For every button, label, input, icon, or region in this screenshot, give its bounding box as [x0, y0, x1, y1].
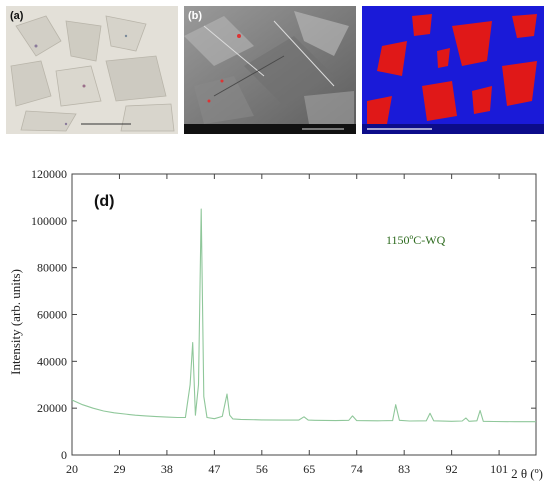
x-tick-label: 47 — [208, 462, 220, 476]
y-tick-label: 120000 — [31, 167, 67, 181]
xrd-chart: 0 20000 40000 60000 80000 100000 120000 20 29 38… — [8, 167, 543, 481]
panel-d-label: (d) — [94, 193, 114, 210]
x-axis-title: 2 θ (º) — [511, 466, 543, 481]
y-tick-label: 60000 — [37, 308, 67, 322]
plot-frame — [71, 173, 537, 456]
y-tick-label: 0 — [61, 448, 67, 462]
phase-map-image — [362, 6, 544, 134]
x-tick-label: 65 — [303, 462, 315, 476]
series-layer — [71, 208, 536, 423]
micrograph-panel-b: (b) — [184, 6, 356, 134]
xrd-series-line — [71, 208, 536, 423]
x-tick-label: 56 — [256, 462, 268, 476]
x-tick-label: 38 — [161, 462, 173, 476]
condition-annotation: 1150ºC-WQ — [386, 233, 446, 247]
y-axis-title: Intensity (arb. units) — [8, 269, 23, 375]
y-axis-ticks: 0 20000 40000 60000 80000 100000 120000 — [31, 167, 536, 462]
plot-border — [71, 173, 537, 456]
micrograph-b-image — [184, 6, 356, 134]
x-tick-label: 20 — [66, 462, 78, 476]
micrograph-panel-a: (a) — [6, 6, 178, 134]
y-tick-label: 40000 — [37, 354, 67, 368]
y-tick-label: 80000 — [37, 261, 67, 275]
micrograph-a-image — [6, 6, 178, 134]
y-tick-label: 20000 — [37, 401, 67, 415]
x-tick-label: 92 — [446, 462, 458, 476]
y-tick-label: 100000 — [31, 214, 67, 228]
panel-a-label: (a) — [10, 10, 24, 22]
x-tick-label: 74 — [351, 462, 363, 476]
x-tick-label: 83 — [398, 462, 410, 476]
panel-b-label: (b) — [188, 10, 203, 22]
x-axis-ticks: 20 29 38 47 56 65 74 83 92 101 — [66, 174, 508, 476]
phase-map-panel — [362, 6, 544, 134]
x-tick-label: 29 — [113, 462, 125, 476]
x-tick-label: 101 — [490, 462, 508, 476]
